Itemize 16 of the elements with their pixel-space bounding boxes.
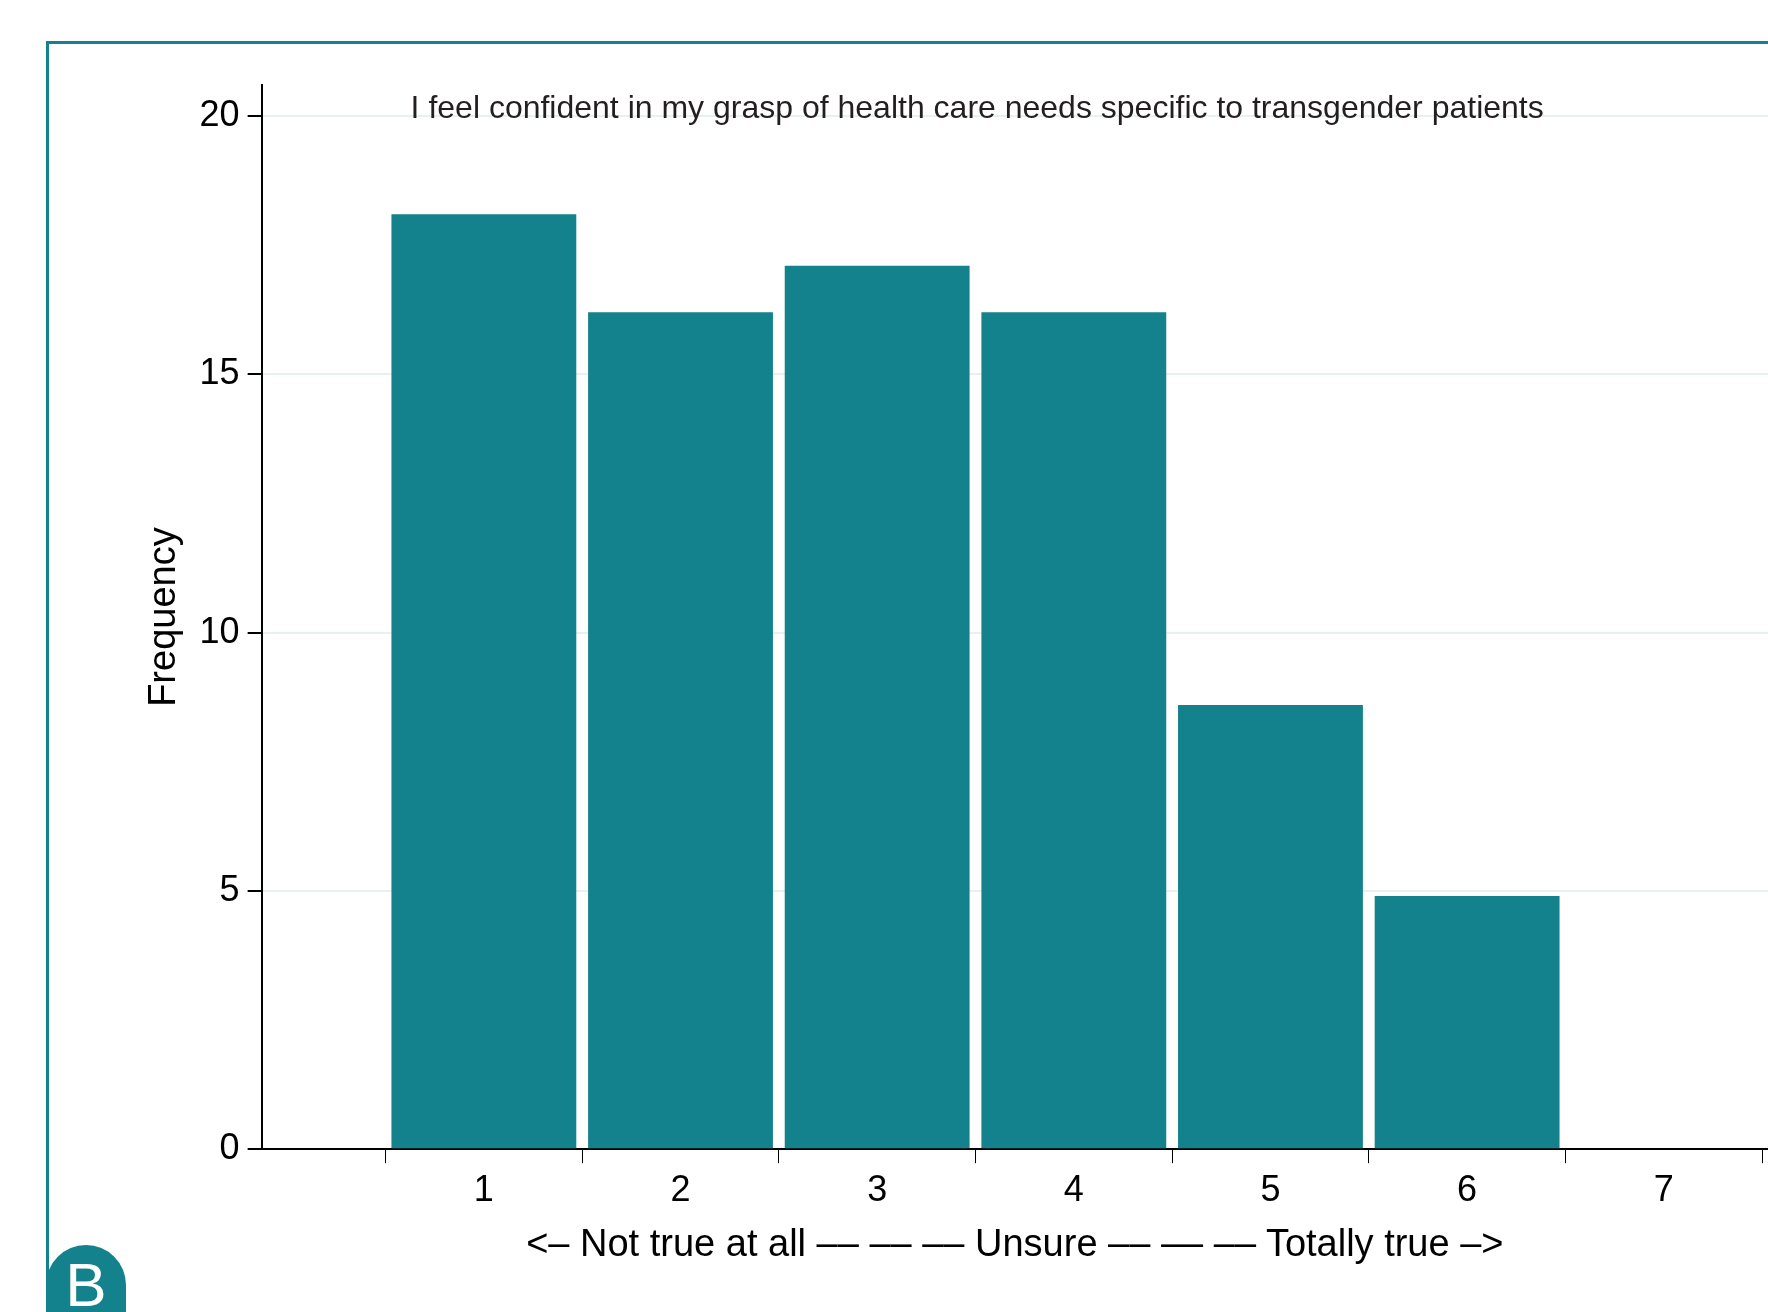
- x-tick-label: 5: [1260, 1167, 1281, 1209]
- y-tick-label: 20: [199, 92, 240, 134]
- chart-title: I feel confident in my grasp of health care needs specific to transgender patients: [410, 88, 1544, 125]
- y-tick-label: 5: [219, 867, 240, 909]
- y-tick-label: 0: [219, 1126, 240, 1168]
- x-tick-label: 7: [1653, 1167, 1674, 1209]
- panel-badge: B: [46, 1245, 126, 1312]
- x-tick-label: 4: [1063, 1167, 1084, 1209]
- x-tick-label: 6: [1457, 1167, 1478, 1209]
- y-axis-title: Frequency: [141, 527, 184, 707]
- x-tick-label: 1: [473, 1167, 494, 1209]
- x-axis-title: <– Not true at all –– –– –– Unsure –– –– –– Totally true –>: [526, 1221, 1504, 1264]
- x-tick-label: 3: [867, 1167, 888, 1209]
- x-tick-label: 2: [670, 1167, 691, 1209]
- y-tick-label: 10: [199, 609, 240, 651]
- y-tick-label: 15: [199, 351, 240, 393]
